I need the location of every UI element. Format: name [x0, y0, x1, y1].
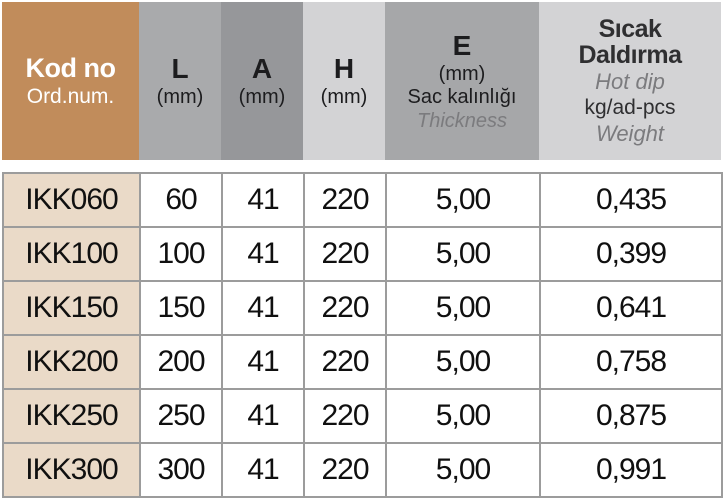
header-subtitle-ord-num: Ord.num. [26, 85, 115, 109]
cell-code: IKK100 [2, 226, 141, 282]
cell-l: 300 [139, 442, 223, 498]
table-header: Kod no Ord.num. L (mm) A (mm) H (mm) E (… [2, 2, 721, 160]
table-row: IKK200 200 41 220 5,00 0,758 [2, 334, 723, 390]
cell-h: 220 [303, 172, 387, 228]
header-cell-e: E (mm) Sac kalınlığı Thickness [385, 2, 539, 160]
cell-h: 220 [303, 226, 387, 282]
header-label-hot-dip: Hot dip [595, 69, 665, 95]
cell-a: 41 [221, 226, 305, 282]
header-cell-weight: Sıcak Daldırma Hot dip kg/ad-pcs Weight [539, 2, 721, 160]
header-unit-kg-ad-pcs: kg/ad-pcs [584, 95, 676, 119]
header-unit-e: (mm) [438, 63, 486, 86]
cell-h: 220 [303, 442, 387, 498]
cell-h: 220 [303, 334, 387, 390]
header-label-thickness: Thickness [416, 109, 508, 132]
cell-a: 41 [221, 280, 305, 336]
cell-e: 5,00 [385, 172, 541, 228]
cell-code: IKK250 [2, 388, 141, 444]
header-cell-h: H (mm) [303, 2, 385, 160]
header-title-h: H [333, 53, 355, 85]
cell-e: 5,00 [385, 442, 541, 498]
table-row: IKK300 300 41 220 5,00 0,991 [2, 442, 723, 498]
header-unit-h: (mm) [320, 86, 368, 109]
cell-e: 5,00 [385, 388, 541, 444]
cell-code: IKK300 [2, 442, 141, 498]
cell-weight: 0,758 [539, 334, 723, 390]
cell-code: IKK200 [2, 334, 141, 390]
header-unit-a: (mm) [238, 86, 286, 109]
cell-l: 200 [139, 334, 223, 390]
header-cell-kod-no: Kod no Ord.num. [2, 2, 139, 160]
header-label-weight: Weight [595, 120, 665, 146]
cell-a: 41 [221, 388, 305, 444]
header-title-l: L [171, 53, 189, 85]
spec-data-grid: IKK060 60 41 220 5,00 0,435 IKK100 100 4… [2, 172, 723, 498]
cell-weight: 0,875 [539, 388, 723, 444]
cell-e: 5,00 [385, 226, 541, 282]
cell-weight: 0,641 [539, 280, 723, 336]
cell-a: 41 [221, 334, 305, 390]
cell-weight: 0,435 [539, 172, 723, 228]
header-cell-l: L (mm) [139, 2, 221, 160]
header-cell-a: A (mm) [221, 2, 303, 160]
cell-h: 220 [303, 388, 387, 444]
table-row: IKK250 250 41 220 5,00 0,875 [2, 388, 723, 444]
cell-e: 5,00 [385, 334, 541, 390]
cell-code: IKK150 [2, 280, 141, 336]
cell-l: 150 [139, 280, 223, 336]
cell-a: 41 [221, 442, 305, 498]
table-row: IKK150 150 41 220 5,00 0,641 [2, 280, 723, 336]
cell-weight: 0,991 [539, 442, 723, 498]
cell-weight: 0,399 [539, 226, 723, 282]
cell-l: 60 [139, 172, 223, 228]
cell-code: IKK060 [2, 172, 141, 228]
cell-e: 5,00 [385, 280, 541, 336]
cell-l: 100 [139, 226, 223, 282]
cell-a: 41 [221, 172, 305, 228]
header-unit-l: (mm) [156, 86, 204, 109]
header-title-e: E [452, 29, 472, 61]
cell-l: 250 [139, 388, 223, 444]
header-title-a: A [251, 53, 273, 85]
cell-h: 220 [303, 280, 387, 336]
header-title-kod-no: Kod no [25, 53, 116, 84]
table-row: IKK100 100 41 220 5,00 0,399 [2, 226, 723, 282]
header-label-sac-kalinligi: Sac kalınlığı [407, 86, 517, 109]
table-row: IKK060 60 41 220 5,00 0,435 [2, 172, 723, 228]
header-title-sicak-daldirma: Sıcak Daldırma [578, 14, 682, 70]
